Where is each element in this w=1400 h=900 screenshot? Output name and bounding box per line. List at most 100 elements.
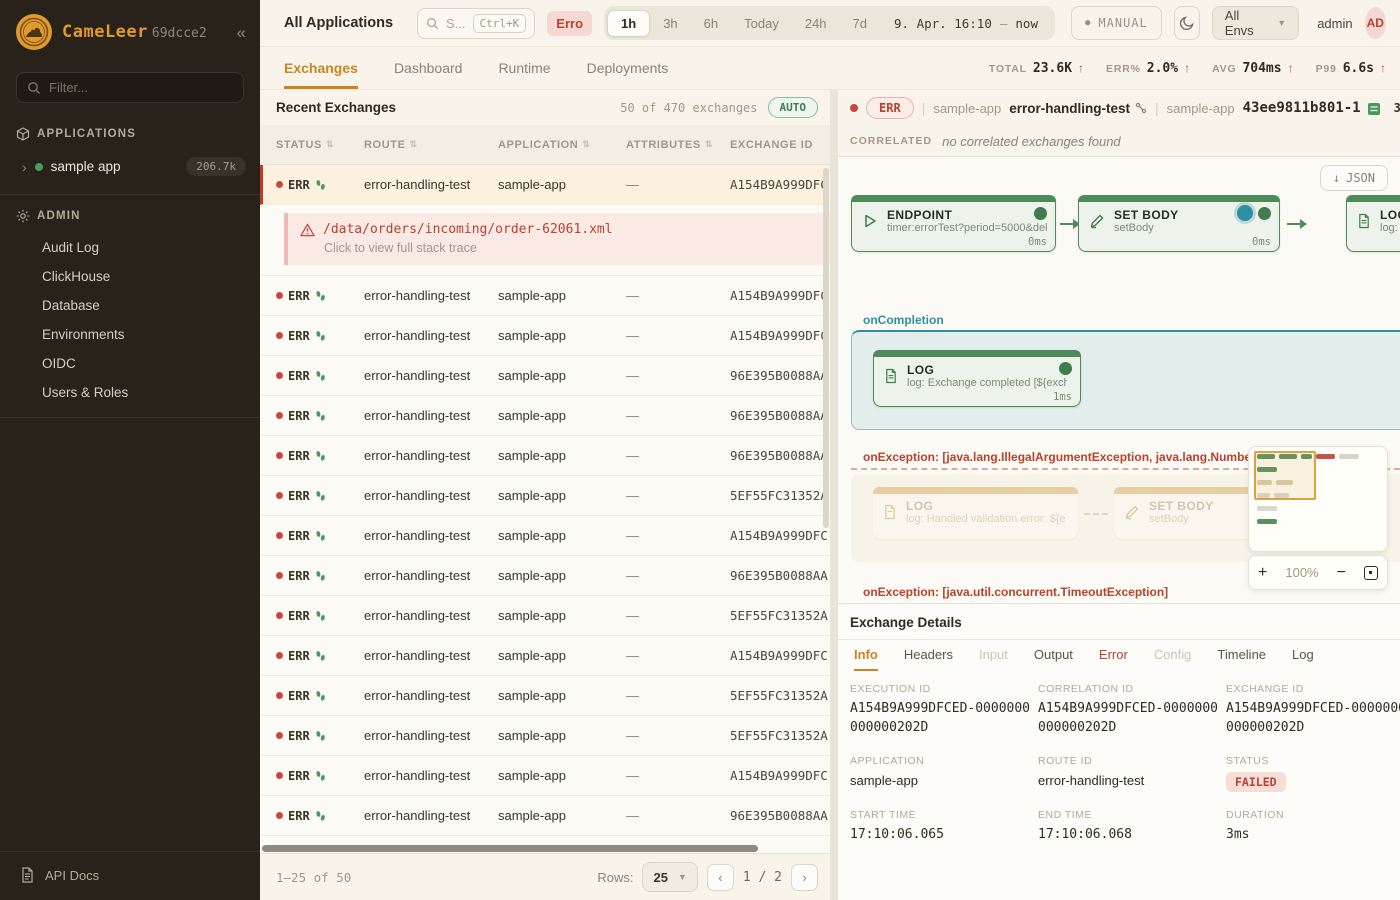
table-row[interactable]: ERR error-handling-test sample-app — 5EF… [260, 716, 830, 756]
filter-input[interactable] [49, 80, 233, 95]
table-row[interactable]: ERR error-handling-test sample-app — 96E… [260, 436, 830, 476]
field-status: STATUS FAILED [1226, 755, 1400, 792]
flow-node-set-body[interactable]: SET BODY setBody 0ms [1078, 195, 1280, 252]
table-row[interactable]: ERR error-handling-test sample-app — 5EF… [260, 476, 830, 516]
column-header-application[interactable]: APPLICATION ⇅ [498, 138, 591, 151]
flow-minimap[interactable] [1248, 446, 1388, 552]
route-flow-canvas[interactable]: ↓ JSON ENDPOINT timer:errorTest?period=5… [838, 157, 1400, 603]
table-row[interactable]: ERR error-handling-test sample-app — 96E… [260, 796, 830, 836]
row-attr: — [626, 408, 639, 423]
table-row[interactable]: ERR error-handling-test sample-app — A15… [260, 516, 830, 556]
row-exchange-id: 96E395B0088AA [730, 408, 828, 423]
time-range-today[interactable]: Today [731, 11, 792, 36]
global-search[interactable]: S... Ctrl+K [417, 7, 536, 39]
row-exchange-id: 96E395B0088AA [730, 368, 828, 383]
node-selected-dot [1237, 205, 1253, 221]
error-stack-trace-card[interactable]: /data/orders/incoming/order-62061.xml Cl… [284, 213, 830, 265]
details-tab-timeline[interactable]: Timeline [1217, 647, 1267, 662]
ghost-node-log[interactable]: LOG log: Handled validation error: ${exc… [873, 487, 1078, 539]
details-tab-headers[interactable]: Headers [903, 647, 953, 662]
sort-icon[interactable]: ⇅ [704, 139, 714, 149]
sidebar-collapse-button[interactable]: « [236, 22, 246, 42]
time-range-24h[interactable]: 24h [792, 11, 840, 36]
footprints-trace-icon [315, 370, 326, 382]
next-page-button[interactable]: › [791, 863, 818, 891]
tab-exchanges[interactable]: Exchanges [284, 47, 358, 89]
sidebar-item-database[interactable]: Database [42, 298, 100, 313]
field-label: END TIME [1038, 808, 1092, 821]
zoom-out-button[interactable]: − [1336, 563, 1346, 581]
column-header-exchange-id[interactable]: EXCHANGE ID [730, 138, 813, 151]
sidebar-item-audit-log[interactable]: Audit Log [42, 240, 100, 255]
details-tab-output[interactable]: Output [1033, 647, 1073, 662]
vertical-scrollbar[interactable] [823, 168, 829, 528]
prev-page-button[interactable]: ‹ [706, 863, 734, 891]
download-json-button[interactable]: ↓ JSON [1319, 165, 1388, 191]
minimap-bar [1339, 454, 1359, 459]
error-status-dot [276, 492, 283, 499]
table-row[interactable]: ERR error-handling-test sample-app — 96E… [260, 396, 830, 436]
admin-nav-list: Audit Log ClickHouse Database Environments O… [0, 231, 260, 407]
time-range-7d[interactable]: 7d [840, 11, 880, 36]
table-row[interactable]: ERR error-handling-test sample-app — 5EF… [260, 596, 830, 636]
details-tab-info[interactable]: Info [854, 640, 878, 671]
node-duration: 0ms [1252, 236, 1271, 248]
tab-deployments[interactable]: Deployments [586, 59, 669, 76]
table-row[interactable]: ERR error-handling-test sample-app — A15… [260, 756, 830, 796]
exchange-short-id[interactable]: 43ee9811b801-1 [1243, 100, 1380, 116]
rows-per-page-select[interactable]: 25 ▼ [642, 862, 698, 892]
table-row[interactable]: ERR error-handling-test sample-app — A15… [260, 836, 830, 845]
flow-node-endpoint[interactable]: ENDPOINT timer:errorTest?period=5000&del… [851, 195, 1056, 252]
flow-node-log[interactable]: LOG log: Sta [1346, 195, 1400, 252]
sidebar-item-sample-app[interactable]: › sample app 206.7k [0, 149, 260, 184]
dark-mode-toggle[interactable] [1173, 6, 1200, 40]
flow-node-completion-log[interactable]: LOG log: Exchange completed [${exchan 1m… [873, 350, 1081, 407]
field-label: DURATION [1226, 808, 1285, 821]
tab-runtime[interactable]: Runtime [498, 59, 551, 76]
avatar[interactable]: AD [1364, 7, 1386, 39]
sort-icon[interactable]: ⇅ [582, 139, 591, 149]
node-subtitle: setBody [1149, 513, 1189, 525]
sidebar-item-users-roles[interactable]: Users & Roles [42, 385, 129, 400]
sidebar-filter[interactable] [16, 72, 244, 103]
column-header-status[interactable]: STATUS ⇅ [276, 138, 335, 151]
table-row[interactable]: ERR error-handling-test sample-app — 96E… [260, 356, 830, 396]
date-to: now [1015, 15, 1038, 31]
tab-dashboard[interactable]: Dashboard [393, 59, 463, 76]
zoom-in-button[interactable]: + [1258, 563, 1268, 581]
sort-icon[interactable]: ⇅ [325, 139, 335, 149]
sort-icon[interactable]: ⇅ [409, 139, 418, 149]
time-range-6h[interactable]: 6h [691, 11, 731, 36]
column-header-attributes[interactable]: ATTRIBUTES ⇅ [626, 138, 714, 151]
table-title-row: Recent Exchanges 50 of 470 exchanges AUT… [260, 90, 830, 125]
table-row[interactable]: ERR error-handling-test sample-app — A15… [260, 636, 830, 676]
details-tab-log[interactable]: Log [1292, 647, 1314, 662]
column-header-route[interactable]: ROUTE ⇅ [364, 138, 418, 151]
manual-refresh-button[interactable]: ● MANUAL [1070, 6, 1162, 40]
chevron-right-icon[interactable]: › [22, 158, 27, 175]
field-label: EXCHANGE ID [1226, 683, 1304, 695]
route-label: error-handling-test [1009, 100, 1131, 116]
table-row[interactable]: ERR error-handling-test sample-app — A15… [260, 316, 830, 356]
details-tab-error[interactable]: Error [1098, 647, 1128, 662]
sidebar-item-oidc[interactable]: OIDC [42, 356, 76, 371]
sidebar-item-environments[interactable]: Environments [42, 327, 125, 342]
error-filter-chip[interactable]: Erro [547, 10, 593, 36]
auto-refresh-badge[interactable]: AUTO [767, 97, 818, 118]
time-range-3h[interactable]: 3h [650, 11, 690, 36]
fit-view-button[interactable] [1363, 565, 1378, 580]
minimap-viewport[interactable] [1254, 451, 1316, 500]
sidebar-item-api-docs[interactable]: API Docs [0, 851, 260, 900]
table-row[interactable]: ERR error-handling-test sample-app — A15… [260, 276, 830, 316]
sidebar-item-clickhouse[interactable]: ClickHouse [42, 269, 111, 284]
table-row[interactable]: ERR error-handling-test sample-app — 96E… [260, 556, 830, 596]
date-range-display[interactable]: 9. Apr. 16:10 – now [880, 16, 1052, 31]
table-row[interactable]: ERR error-handling-test sample-app — 5EF… [260, 676, 830, 716]
exchange-duration: 3ms [1393, 101, 1400, 115]
time-range-1h[interactable]: 1h [607, 9, 651, 37]
detail-route-name[interactable]: error-handling-test [1009, 101, 1147, 116]
table-row[interactable]: ERR error-handling-test sample-app — A15… [260, 165, 830, 205]
environment-select[interactable]: All Envs ▼ [1211, 6, 1300, 40]
horizontal-scrollbar[interactable] [262, 845, 758, 852]
field-value: 3ms [1226, 826, 1250, 842]
